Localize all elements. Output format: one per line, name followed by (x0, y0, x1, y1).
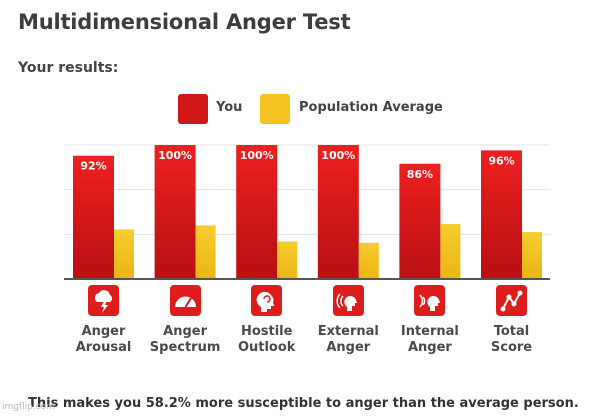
bar-you-2 (154, 145, 196, 279)
bar-you-5 (399, 163, 441, 279)
bar-population-1 (114, 229, 134, 279)
data-label-you-4: 100% (321, 149, 355, 162)
summary-text: This makes you 58.2% more susceptible to… (28, 396, 579, 411)
speaking-head-icon (332, 285, 364, 316)
legend-swatch-population (260, 94, 290, 124)
category-label-6-line-2: Score (490, 340, 533, 355)
bar-population-3 (277, 241, 298, 279)
category-label-6: Total Score (467, 324, 557, 356)
bar-you-1 (73, 155, 114, 279)
category-label-1-line-2: Arousal (75, 340, 132, 355)
category-label-4-line-2: Anger (326, 340, 371, 355)
category-label-5-line-2: Anger (407, 340, 452, 355)
head-icon (251, 285, 283, 316)
data-label-you-3: 100% (240, 149, 274, 162)
data-label-you-1: 92% (80, 160, 106, 173)
gauge-icon (169, 285, 201, 316)
bar-you-3 (236, 145, 278, 279)
bar-you-6 (481, 150, 522, 279)
legend-label-you: You (216, 100, 243, 115)
inner-voice-icon (414, 285, 446, 316)
watermark: imgflip.com (2, 402, 55, 412)
data-label-you-2: 100% (158, 149, 192, 162)
category-label-5-line-1: Internal (400, 324, 459, 339)
category-label-3: Hostile Outlook (222, 324, 312, 356)
legend-swatch-you (178, 94, 208, 124)
page-title: Multidimensional Anger Test (18, 10, 351, 34)
bar-population-2 (195, 225, 216, 279)
bar-population-5 (440, 224, 461, 279)
category-label-4-line-1: External (317, 324, 379, 339)
data-label-you-5: 86% (407, 168, 433, 181)
category-label-1: Anger Arousal (59, 324, 149, 356)
bar-population-6 (522, 232, 542, 279)
category-label-3-line-2: Outlook (237, 340, 296, 355)
category-label-2-line-2: Spectrum (149, 340, 221, 355)
graph-icon (496, 285, 527, 316)
category-label-5: Internal Anger (385, 324, 475, 356)
category-label-4: External Anger (303, 324, 393, 356)
category-label-1-line-1: Anger (81, 324, 126, 339)
category-label-3-line-1: Hostile (240, 324, 293, 339)
category-label-6-line-1: Total (493, 324, 530, 339)
bar-you-4 (317, 145, 359, 279)
bar-chart: 92% 100% 100% 100% 86% 96% (64, 144, 550, 280)
category-label-2-line-1: Anger (163, 324, 208, 339)
lightning-icon (88, 285, 119, 316)
results-subtitle: Your results: (18, 60, 119, 76)
data-label-you-6: 96% (488, 154, 514, 167)
bar-population-4 (358, 242, 379, 279)
category-label-2: Anger Spectrum (140, 324, 230, 356)
legend-label-population: Population Average (299, 100, 443, 115)
